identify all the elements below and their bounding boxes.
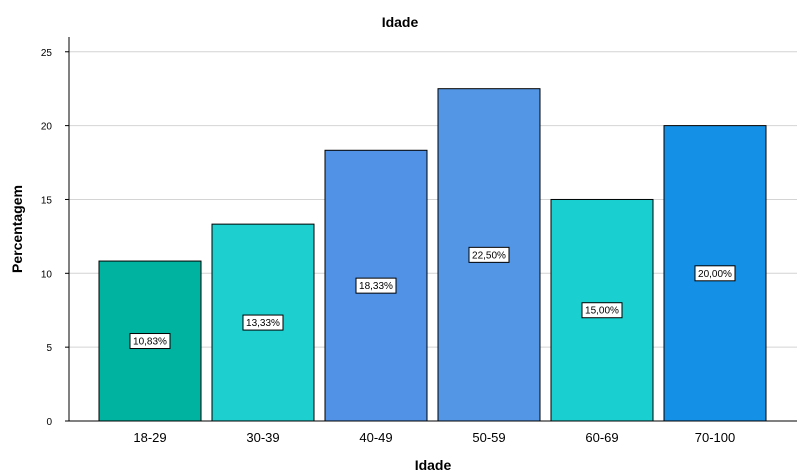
data-label: 22,50% [468, 246, 510, 263]
data-label: 20,00% [694, 265, 736, 282]
data-label: 10,83% [129, 333, 171, 350]
y-axis-label: Percentagem [9, 185, 25, 273]
x-tick-label: 40-49 [359, 430, 392, 445]
x-tick-label: 18-29 [133, 430, 166, 445]
x-tick-label: 50-59 [472, 430, 505, 445]
y-tick-label: 25 [41, 48, 53, 59]
data-label-box [355, 277, 397, 294]
y-tick-label: 15 [41, 195, 53, 206]
data-label-box [129, 333, 171, 350]
data-label-text: 20,00% [698, 269, 732, 280]
x-tick-label: 60-69 [585, 430, 618, 445]
data-label-text: 10,83% [133, 337, 167, 348]
y-tick-label: 20 [41, 122, 53, 133]
data-label: 18,33% [355, 277, 397, 294]
data-label-text: 22,50% [472, 250, 506, 261]
data-label-box [468, 246, 510, 263]
data-label-box [242, 314, 284, 331]
data-labels: 10,83% 13,33% 18,33% 22,50% 15,00% 20,00% [129, 246, 736, 350]
x-axis-ticks: 18-29 30-39 40-49 50-59 60-69 70-100 [133, 430, 735, 445]
data-label: 13,33% [242, 314, 284, 331]
y-tick-label: 5 [46, 343, 52, 354]
data-label-text: 18,33% [359, 281, 393, 292]
bars [98, 88, 767, 422]
data-label-box [694, 265, 736, 282]
x-tick-label: 70-100 [695, 430, 735, 445]
y-axis-ticks: 0 5 10 15 20 25 [41, 48, 69, 428]
chart-title: Idade [382, 14, 419, 30]
data-label-text: 13,33% [246, 318, 280, 329]
y-tick-label: 10 [41, 269, 53, 280]
data-label-box [581, 302, 623, 319]
data-label-text: 15,00% [585, 306, 619, 317]
x-tick-label: 30-39 [246, 430, 279, 445]
y-tick-label: 0 [46, 417, 52, 428]
data-label: 15,00% [581, 302, 623, 319]
x-axis-label: Idade [415, 457, 452, 473]
